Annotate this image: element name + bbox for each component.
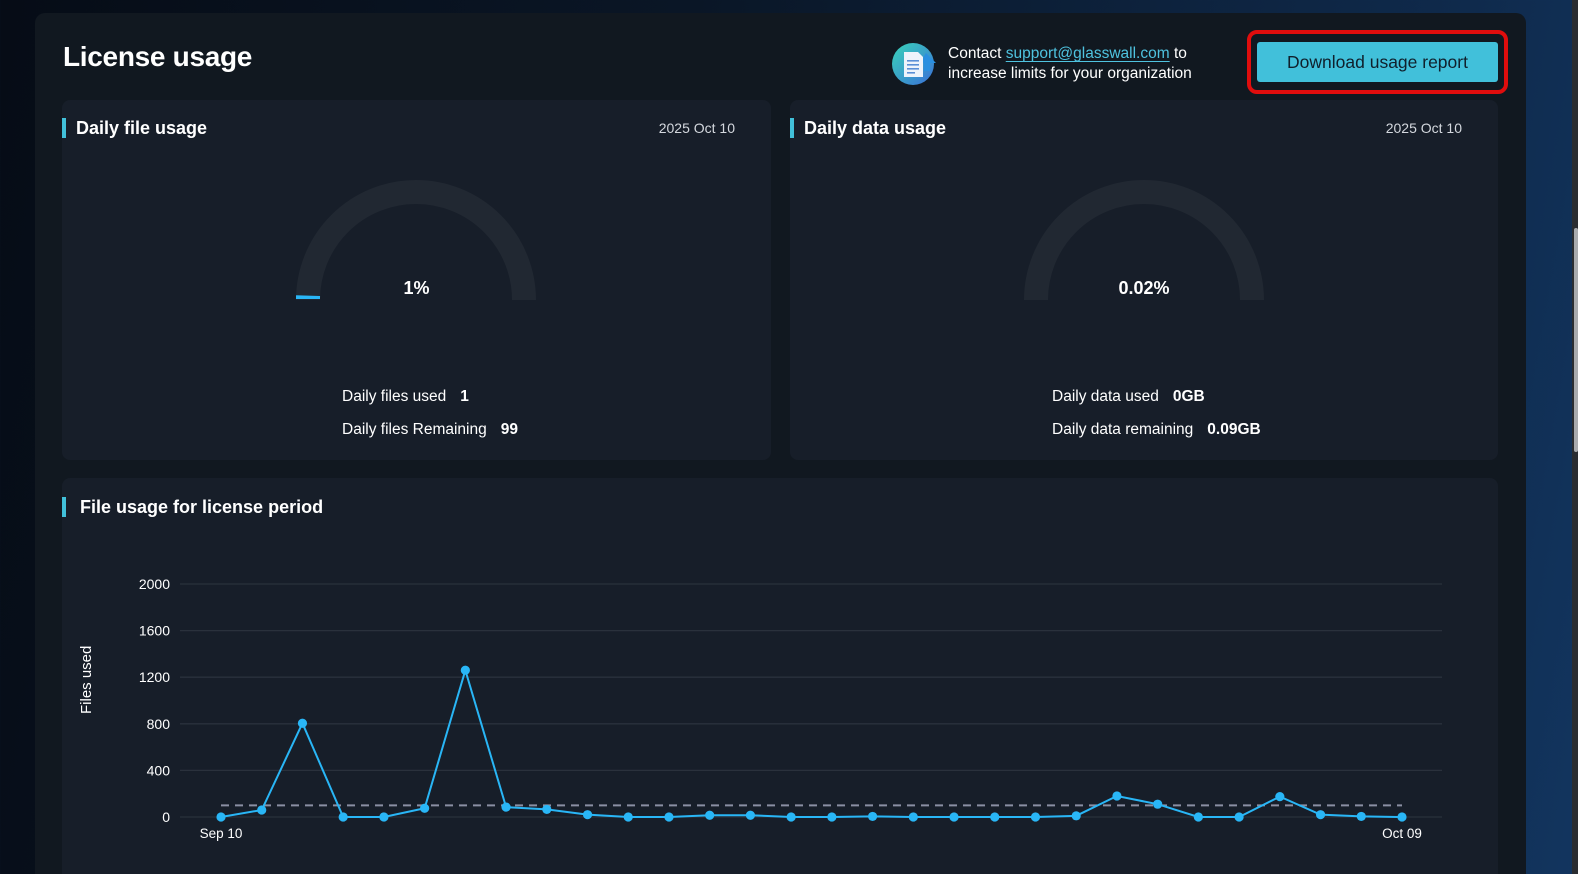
contact-text: Contact support@glasswall.com to increas… <box>948 44 1192 84</box>
data-point[interactable] <box>827 812 837 822</box>
data-usage-percent: 0.02% <box>1118 278 1170 298</box>
panel-title-text: Daily file usage <box>76 117 208 138</box>
stat-value: 0GB <box>1172 387 1205 405</box>
data-point[interactable] <box>1315 810 1326 820</box>
data-point[interactable] <box>582 810 593 820</box>
data-point[interactable] <box>297 718 308 728</box>
daily-data-usage-title: Daily data usage <box>790 118 946 138</box>
data-point[interactable] <box>420 803 430 813</box>
download-button-highlight: Download usage report <box>1247 30 1508 94</box>
data-point[interactable] <box>705 810 715 820</box>
scrollbar-thumb[interactable] <box>1574 228 1578 452</box>
license-usage-card: License usage Contact support@gl <box>35 13 1526 874</box>
document-upload-icon <box>892 41 938 87</box>
data-point[interactable] <box>379 812 389 822</box>
daily-file-usage-title: Daily file usage <box>62 118 207 138</box>
daily-file-usage-panel: Daily file usage 2025 Oct 10 1% Daily fi… <box>62 100 771 460</box>
page-title: License usage <box>63 41 253 72</box>
chart-title-text: File usage for license period <box>80 496 324 517</box>
stat-label: Daily files used <box>342 387 447 405</box>
stat-value: 99 <box>500 420 518 438</box>
contact-suffix: to <box>1169 45 1187 62</box>
data-point[interactable] <box>786 812 796 822</box>
contact-support-notice: Contact support@glasswall.com to increas… <box>892 41 1192 87</box>
data-point[interactable] <box>664 812 674 822</box>
data-point[interactable] <box>1234 812 1244 822</box>
contact-prefix: Contact <box>948 45 1006 62</box>
daily-data-used-row: Daily data used 0GB <box>1052 380 1261 413</box>
data-point[interactable] <box>1397 812 1407 822</box>
daily-files-remaining-row: Daily files Remaining 99 <box>342 413 518 446</box>
stat-label: Daily data used <box>1052 387 1159 405</box>
chart-title: File usage for license period <box>62 497 323 517</box>
support-email-link[interactable]: support@glasswall.com <box>1005 45 1170 62</box>
data-point[interactable] <box>542 804 552 815</box>
daily-data-usage-date: 2025 Oct 10 <box>1385 120 1462 136</box>
data-point[interactable] <box>1153 799 1163 809</box>
data-usage-stats: Daily data used 0GB Daily data remaining… <box>1052 380 1261 446</box>
data-point[interactable] <box>216 812 226 822</box>
data-point[interactable] <box>1275 792 1285 802</box>
stat-value: 1 <box>460 387 469 405</box>
files-used-line <box>220 666 1403 818</box>
file-usage-line-chart[interactable]: 0 400 800 1200 1600 2000 Sep 10 Oct 09 <box>62 478 1498 874</box>
daily-data-remaining-row: Daily data remaining 0.09GB <box>1052 413 1261 446</box>
title-accent-bar <box>62 497 66 517</box>
data-point[interactable] <box>990 812 1000 822</box>
data-usage-gauge <box>1024 180 1264 301</box>
data-point[interactable] <box>257 805 267 815</box>
contact-line2: increase limits for your organization <box>948 65 1192 82</box>
y-tick-label: 0 <box>162 809 170 825</box>
title-accent-bar <box>790 118 794 138</box>
data-point[interactable] <box>501 802 511 812</box>
data-point[interactable] <box>460 665 470 675</box>
y-tick-label: 1600 <box>139 623 170 639</box>
y-tick-label: 400 <box>147 762 171 778</box>
stat-value: 0.09GB <box>1207 420 1261 438</box>
stat-label: Daily data remaining <box>1052 420 1194 438</box>
y-tick-label: 1200 <box>139 669 170 685</box>
file-usage-stats: Daily files used 1 Daily files Remaining… <box>342 380 518 446</box>
daily-file-usage-date: 2025 Oct 10 <box>658 120 735 136</box>
title-accent-bar <box>62 118 66 138</box>
daily-data-usage-panel: Daily data usage 2025 Oct 10 0.02% Daily… <box>790 100 1498 460</box>
file-usage-percent: 1% <box>403 278 430 298</box>
panel-title-text: Daily data usage <box>804 117 947 138</box>
data-point[interactable] <box>1071 811 1081 821</box>
file-usage-chart-panel: File usage for license period Files used… <box>62 478 1498 874</box>
data-point[interactable] <box>745 810 756 820</box>
data-point[interactable] <box>338 812 348 822</box>
data-point[interactable] <box>949 812 959 822</box>
x-tick-label: Oct 09 <box>1382 826 1422 841</box>
y-tick-label: 2000 <box>139 576 170 592</box>
data-point[interactable] <box>1030 812 1041 822</box>
data-point[interactable] <box>623 812 633 822</box>
stat-label: Daily files Remaining <box>342 420 487 438</box>
daily-files-used-row: Daily files used 1 <box>342 380 518 413</box>
data-point[interactable] <box>908 812 918 822</box>
data-point[interactable] <box>1112 791 1122 801</box>
data-point[interactable] <box>867 811 878 822</box>
download-usage-report-button[interactable]: Download usage report <box>1257 42 1498 82</box>
x-tick-label: Sep 10 <box>200 826 243 841</box>
file-usage-gauge <box>296 180 536 301</box>
data-point[interactable] <box>1356 811 1366 822</box>
data-point[interactable] <box>1193 812 1203 822</box>
y-tick-label: 800 <box>147 716 171 732</box>
